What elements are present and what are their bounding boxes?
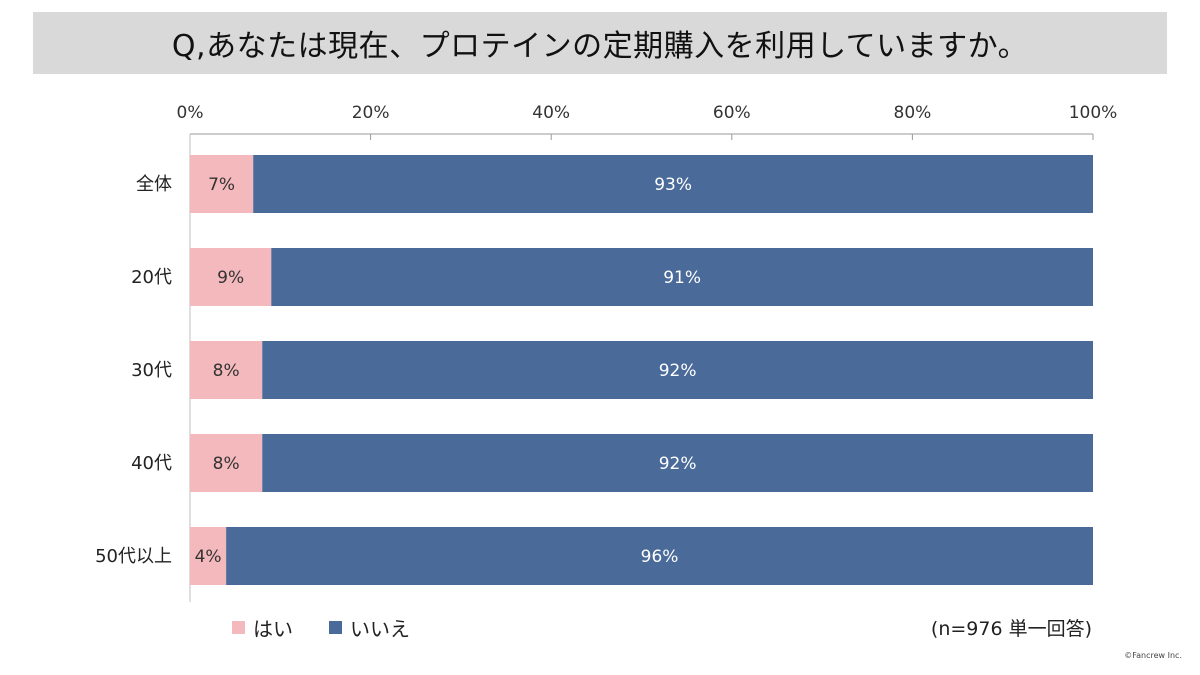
bar-segment-yes [190,341,263,399]
data-label-yes: 8% [213,454,240,474]
category-label: 30代 [131,360,172,381]
data-label-yes: 9% [217,268,244,288]
x-tick-label: 60% [713,103,751,123]
bar-segment-yes [190,527,227,585]
data-label-yes: 7% [208,175,235,195]
data-label-no: 96% [641,547,679,567]
bar-segment-yes [190,155,254,213]
legend-label-no: いいえ [350,617,410,641]
x-tick-label: 0% [177,103,204,123]
legend-item-yes: はい [232,613,293,642]
chart-title: Q,あなたは現在、プロテインの定期購入を利用していますか。 [171,29,1029,64]
data-label-yes: 4% [195,547,222,567]
bar-segment-no [271,248,1093,306]
x-tick-label: 80% [894,103,932,123]
category-label: 20代 [131,267,172,288]
bar-segment-no [262,341,1093,399]
bar-segment-no [262,434,1093,492]
bar-segment-yes [190,248,272,306]
bar-segment-yes [190,434,263,492]
bar-segment-no [253,155,1093,213]
data-label-yes: 8% [213,361,240,381]
category-label: 全体 [136,174,172,195]
data-label-no: 93% [654,175,692,195]
legend-label-yes: はい [253,617,293,641]
x-tick-label: 40% [532,103,570,123]
data-label-no: 92% [659,454,697,474]
legend: はい いいえ [232,613,410,642]
x-tick-label: 100% [1069,103,1118,123]
sample-size-note: (n=976 単一回答) [930,618,1092,640]
title-bar: Q,あなたは現在、プロテインの定期購入を利用していますか。 [33,12,1167,74]
category-label: 40代 [131,453,172,474]
data-label-no: 91% [663,268,701,288]
legend-swatch-yes [232,621,245,634]
bar-segment-no [226,527,1093,585]
copyright-text: ©Fancrew Inc. [1124,651,1182,660]
legend-swatch-no [329,621,342,634]
x-tick-label: 20% [352,103,390,123]
category-label: 50代以上 [95,546,172,567]
data-label-no: 92% [659,361,697,381]
legend-item-no: いいえ [329,613,410,642]
